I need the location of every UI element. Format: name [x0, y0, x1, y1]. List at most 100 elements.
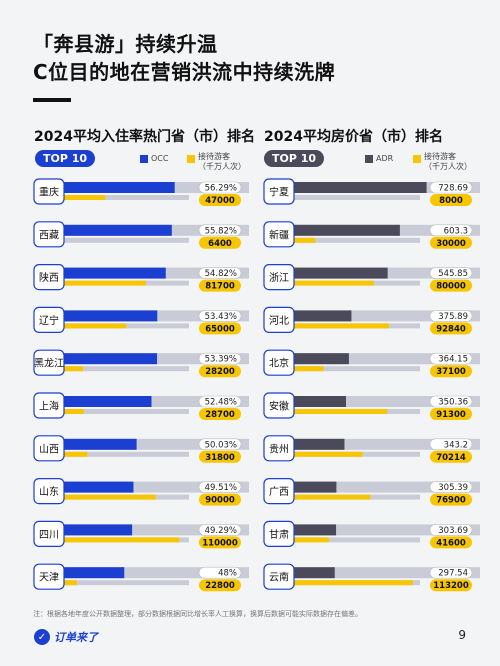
right-visitors-value-pill-0 [430, 194, 472, 206]
left-category-tag-1 [33, 221, 65, 248]
right-main-value-8: 303.69 [438, 526, 468, 536]
right-track-bottom-0 [274, 195, 420, 200]
left-category-tag-5 [33, 392, 65, 419]
right-main-value-pill-2 [429, 267, 473, 279]
left-track-bottom-6 [44, 451, 189, 457]
right-legend-visitors-line2: （千万人次） [424, 162, 472, 171]
page-number: 9 [458, 628, 466, 642]
right-visitors-bar-9 [274, 580, 413, 586]
left-legend-visitors-swatch [187, 155, 195, 163]
right-legend-visitors-label: 接待游客 （千万人次） [424, 152, 472, 172]
right-main-bar-3 [274, 310, 352, 322]
left-category-label-5: 上海 [39, 400, 59, 413]
left-category-label-1: 西藏 [39, 229, 59, 241]
left-visitors-value-pill-3 [199, 322, 241, 335]
right-visitors-value-pill-7 [430, 493, 472, 506]
left-category-tag-9 [33, 563, 65, 590]
left-track-bottom-0 [44, 195, 189, 200]
right-visitors-value-pill-8 [430, 536, 472, 549]
right-visitors-value-7: 76900 [436, 496, 466, 506]
right-main-bar-8 [274, 524, 337, 536]
left-visitors-value-pill-9 [199, 579, 241, 592]
left-main-value-pill-0 [198, 181, 242, 194]
right-main-value-pill-4 [429, 352, 473, 365]
right-category-tag-5 [263, 392, 295, 419]
right-main-value-6: 343.2 [444, 440, 468, 450]
left-main-value-8: 49.29% [205, 526, 237, 536]
right-main-value-5: 350.36 [438, 398, 468, 408]
headline-line-2: C位目的地在营销洪流中持续洗牌 [33, 60, 336, 84]
left-visitors-value-1: 6400 [208, 239, 232, 249]
left-track-bottom-4 [44, 366, 189, 372]
right-visitors-value-pill-6 [430, 450, 472, 463]
left-track-bottom-9 [44, 580, 189, 586]
right-legend-visitors-swatch [413, 155, 421, 163]
right-main-value-pill-9 [429, 566, 473, 579]
left-main-value-6: 50.03% [205, 440, 237, 450]
right-track-top-9 [274, 567, 480, 579]
left-category-tag-7 [33, 478, 65, 505]
right-visitors-value-3: 92840 [436, 324, 466, 334]
right-main-value-pill-1 [429, 224, 473, 237]
left-visitors-bar-8 [44, 537, 180, 543]
right-category-label-8: 甘肃 [269, 528, 289, 541]
right-category-label-2: 浙江 [269, 272, 289, 284]
left-main-bar-3 [44, 310, 158, 322]
right-main-value-9: 297.54 [438, 569, 468, 579]
left-category-label-3: 辽宁 [39, 314, 59, 327]
right-visitors-value-pill-9 [430, 579, 472, 592]
right-category-tag-2 [263, 264, 295, 291]
left-visitors-value-pill-8 [199, 536, 241, 549]
right-visitors-value-9: 113200 [433, 581, 469, 591]
left-main-bar-7 [44, 481, 134, 493]
right-main-bar-1 [274, 224, 400, 236]
left-visitors-value-7: 90000 [205, 496, 235, 506]
left-main-value-9: 48% [218, 569, 237, 579]
right-visitors-value-5: 91300 [436, 410, 466, 420]
left-track-top-6 [44, 438, 249, 450]
left-visitors-value-pill-4 [199, 365, 241, 378]
left-legend-visitors-label: 接待游客 （千万人次） [198, 152, 246, 172]
headline: 「奔县游」持续升温 C位目的地在营销洪流中持续洗牌 [33, 30, 335, 86]
right-visitors-value-2: 80000 [436, 282, 466, 292]
right-visitors-bar-3 [274, 323, 389, 329]
left-category-tag-2 [33, 264, 65, 291]
right-track-top-7 [274, 481, 480, 493]
right-visitors-value-pill-3 [430, 322, 472, 335]
right-main-bar-6 [274, 438, 345, 450]
right-main-value-1: 603.3 [444, 226, 468, 236]
right-category-tag-6 [263, 435, 295, 462]
left-visitors-value-pill-6 [199, 450, 241, 463]
left-main-bar-6 [44, 438, 137, 450]
left-main-value-2: 54.82% [205, 269, 237, 279]
right-category-label-3: 河北 [269, 315, 289, 327]
right-category-tag-8 [263, 520, 295, 548]
left-category-label-6: 山西 [39, 443, 59, 455]
left-main-bar-0 [44, 182, 175, 193]
left-category-label-0: 重庆 [39, 186, 59, 199]
right-visitors-value-pill-4 [430, 365, 472, 378]
left-legend-occ-label: OCC [151, 154, 169, 163]
left-main-value-pill-5 [198, 395, 242, 408]
right-category-label-7: 广西 [269, 486, 289, 498]
left-category-label-4: 黑龙江 [34, 357, 64, 370]
left-main-value-pill-7 [198, 481, 242, 493]
left-category-tag-6 [33, 435, 65, 462]
right-main-bar-5 [274, 396, 346, 407]
left-main-value-0: 56.29% [205, 184, 237, 194]
right-visitors-value-0: 8000 [439, 196, 463, 206]
left-legend-occ-swatch [140, 155, 148, 163]
right-track-top-4 [274, 353, 480, 365]
right-visitors-value-8: 41600 [436, 538, 466, 548]
right-visitors-value-4: 37100 [436, 367, 466, 377]
right-legend-adr-label: ADR [376, 154, 394, 163]
title-rule [33, 98, 71, 102]
right-category-tag-1 [263, 221, 295, 248]
right-category-tag-4 [263, 349, 295, 376]
right-visitors-bar-1 [274, 237, 316, 243]
left-main-value-5: 52.48% [205, 398, 237, 408]
left-visitors-value-5: 28700 [205, 410, 235, 420]
left-visitors-value-4: 28200 [205, 367, 235, 377]
left-visitors-bar-7 [44, 494, 156, 500]
